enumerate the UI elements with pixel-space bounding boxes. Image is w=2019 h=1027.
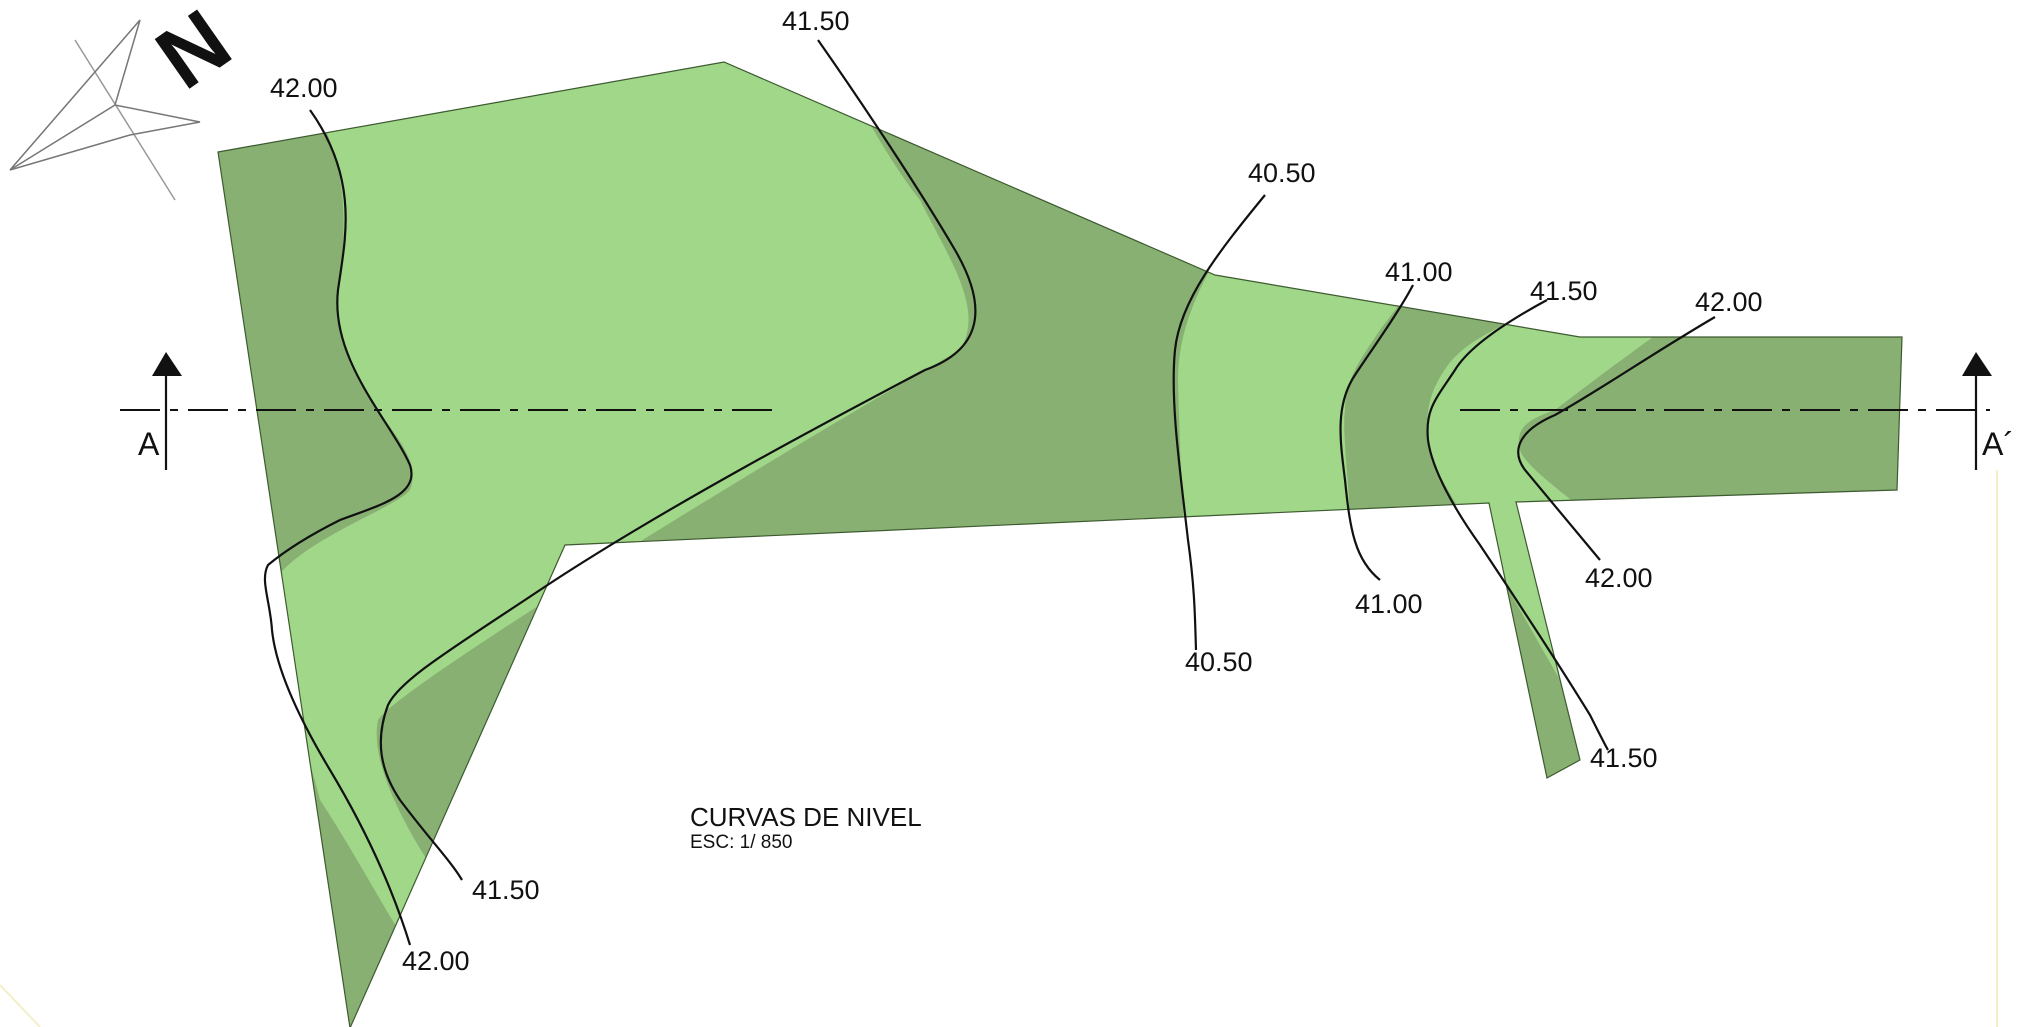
north-letter: N (139, 0, 248, 108)
section-arrow-left-icon (152, 352, 182, 376)
contour-labels: 42.00 41.50 40.50 41.00 41.50 42.00 42.0… (270, 6, 1763, 976)
north-arrow-icon: N (9, 0, 248, 201)
section-label-right: A´ (1982, 426, 2014, 462)
contour-42-00-east (1517, 316, 1716, 561)
site-outline (217, 61, 1903, 1027)
contour-lines (263, 39, 1716, 946)
contour-41-00 (1339, 284, 1414, 581)
contour-label: 42.00 (1695, 287, 1763, 317)
contour-label: 41.00 (1385, 257, 1453, 287)
contour-label: 42.00 (402, 946, 470, 976)
contour-label: 41.00 (1355, 589, 1423, 619)
contour-label: 41.50 (782, 6, 850, 36)
section-line-a-a: A A´ (120, 352, 2014, 470)
section-arrow-right-icon (1962, 352, 1992, 376)
sheet-border (0, 984, 41, 1027)
contour-label: 40.50 (1185, 647, 1253, 677)
map-title: CURVAS DE NIVEL (690, 802, 922, 832)
contour-40-50 (1172, 194, 1266, 651)
contour-label: 40.50 (1248, 158, 1316, 188)
contour-41-50-east (1426, 299, 1609, 751)
site-plot (217, 61, 1903, 1027)
band-41-50-west (268, 62, 969, 960)
contour-label: 41.50 (1590, 743, 1658, 773)
contour-label: 42.00 (270, 73, 338, 103)
contour-42-00-west (263, 109, 413, 946)
contour-label: 42.00 (1585, 563, 1653, 593)
contour-label: 41.50 (472, 875, 540, 905)
contour-41-50-west (379, 39, 977, 881)
drawing-title: CURVAS DE NIVEL ESC: 1/ 850 (690, 802, 922, 853)
contour-label: 41.50 (1530, 276, 1598, 306)
section-label-left: A (138, 426, 160, 462)
map-scale: ESC: 1/ 850 (690, 832, 792, 853)
